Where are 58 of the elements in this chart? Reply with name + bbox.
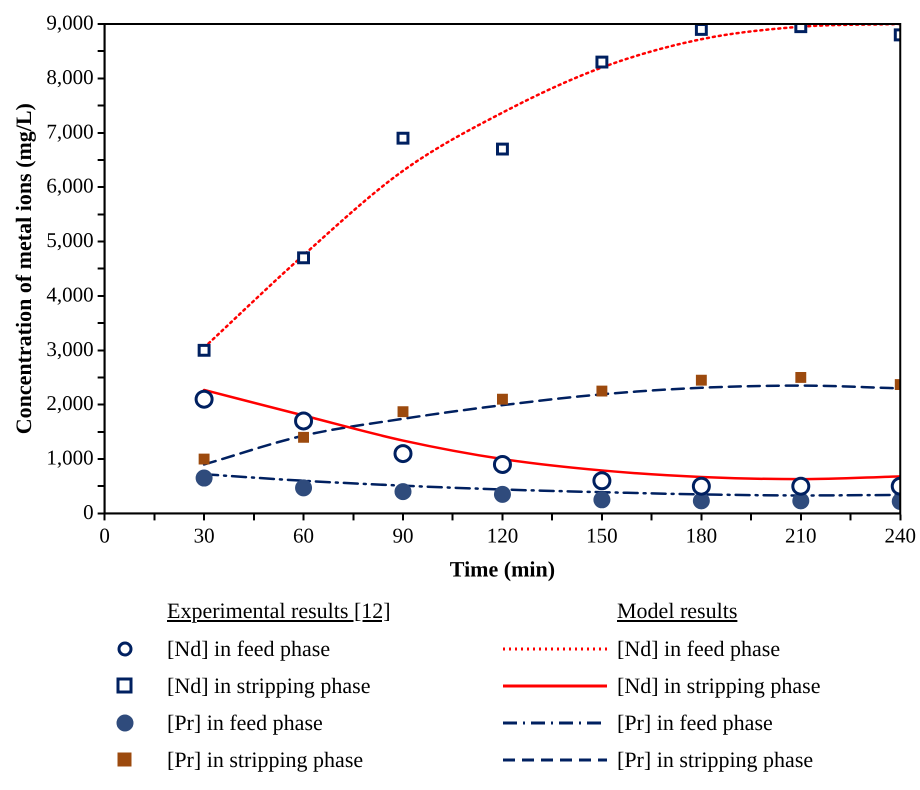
y-tick-label: 4,000 xyxy=(46,282,94,306)
point xyxy=(592,471,612,490)
point xyxy=(494,486,511,503)
x-tick-label: 240 xyxy=(884,524,916,548)
point xyxy=(298,432,309,443)
point xyxy=(692,492,710,510)
x-tick-label: 0 xyxy=(99,524,110,548)
point xyxy=(792,492,810,510)
legend-label: [Pr] in stripping phase xyxy=(167,746,364,772)
point xyxy=(596,386,608,396)
y-tick-label: 9,000 xyxy=(46,10,94,35)
point xyxy=(496,142,509,156)
point xyxy=(297,251,310,264)
y-tick-label: 3,000 xyxy=(46,336,94,361)
legend-label: [Nd] in stripping phase xyxy=(167,672,370,698)
point xyxy=(294,411,314,430)
legend-label: [Pr] in feed phase xyxy=(617,710,773,736)
legend-label: [Pr] in stripping phase xyxy=(617,746,814,772)
y-tick-label: 8,000 xyxy=(46,64,94,89)
point xyxy=(398,406,408,418)
point xyxy=(791,476,810,496)
x-tick-label: 30 xyxy=(194,524,215,548)
x-tick-label: 180 xyxy=(686,524,718,548)
point xyxy=(795,372,806,383)
point xyxy=(694,24,708,36)
text: Model results xyxy=(617,597,738,625)
point xyxy=(497,394,508,405)
point xyxy=(194,390,214,409)
point xyxy=(394,444,412,464)
x-tick-label: 150 xyxy=(586,524,618,548)
legend-label: [Nd] in feed phase xyxy=(617,636,780,662)
point xyxy=(295,479,312,496)
y-tick-label: 1,000 xyxy=(46,446,94,470)
legend-label: [Nd] in stripping phase xyxy=(617,672,820,698)
y-tick-label: 6,000 xyxy=(46,174,94,198)
point xyxy=(595,56,608,69)
point xyxy=(692,476,711,496)
point xyxy=(593,491,610,508)
x-axis-title: Time (min) xyxy=(450,556,556,582)
y-axis-title: Concentration of metal ions (mg/L) xyxy=(10,103,36,434)
x-tick-label: 210 xyxy=(785,524,817,548)
y-tick-label: 2,000 xyxy=(46,391,94,416)
point xyxy=(492,454,512,474)
point xyxy=(396,132,410,145)
point xyxy=(196,470,213,487)
point xyxy=(394,483,412,500)
point xyxy=(696,374,707,386)
y-tick-label: 0 xyxy=(83,500,94,524)
legend-label: [Nd] in feed phase xyxy=(167,636,330,662)
point xyxy=(198,344,211,357)
text: Experimental results [12] xyxy=(167,597,391,625)
x-tick-label: 60 xyxy=(293,524,314,548)
point xyxy=(198,454,210,464)
x-tick-label: 90 xyxy=(392,524,414,548)
y-tick-label: 7,000 xyxy=(46,119,94,144)
y-tick-label: 5,000 xyxy=(46,228,94,252)
x-tick-label: 120 xyxy=(486,524,518,548)
legend-label: [Pr] in feed phase xyxy=(167,710,323,736)
